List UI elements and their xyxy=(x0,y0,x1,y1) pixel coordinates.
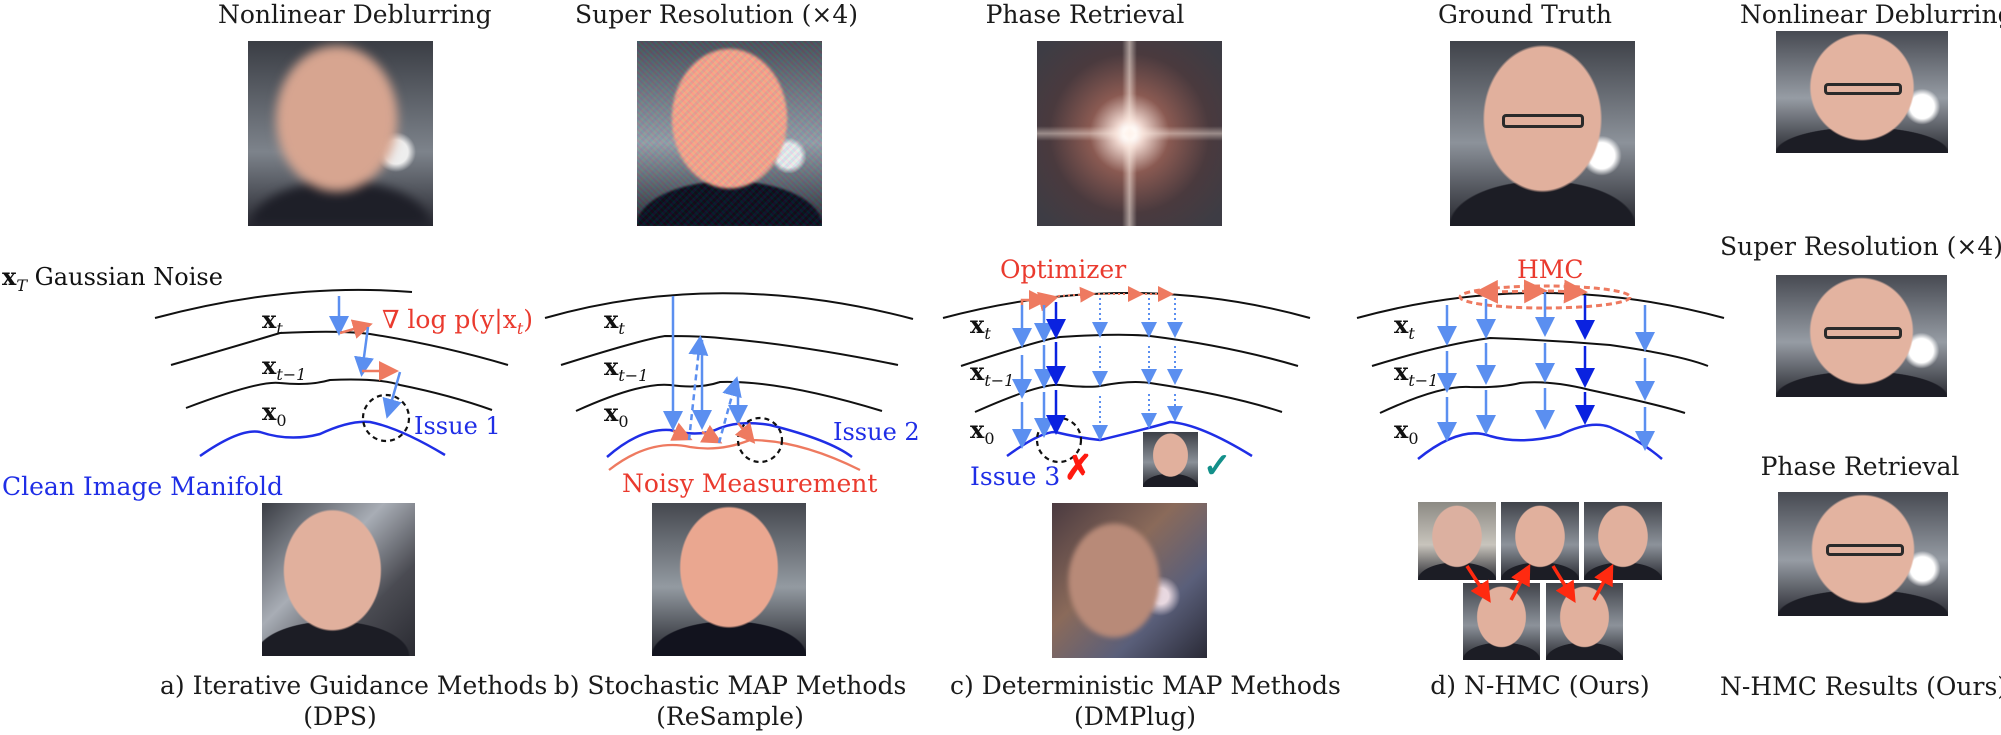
title-e-super-resolution: Super Resolution (×4) xyxy=(1720,232,2001,261)
phase-retrieval-measurement xyxy=(1037,41,1222,226)
label-gradient-log-likelihood: ∇ log p(y|xt) xyxy=(382,305,534,338)
label-xT-gaussian-noise: xT Gaussian Noise xyxy=(2,262,223,295)
title-b-super-resolution: Super Resolution (×4) xyxy=(575,0,859,29)
title-c-phase-retrieval: Phase Retrieval xyxy=(985,0,1185,29)
label-x0-b: x0 xyxy=(604,398,629,431)
label-x0-a: x0 xyxy=(262,397,287,430)
label-xt1-b: xt−1 xyxy=(604,352,649,385)
panel-b-diagram xyxy=(544,292,914,472)
label-x0-c: x0 xyxy=(970,415,995,448)
result-image-dmplug xyxy=(1052,503,1207,658)
caption-b: b) Stochastic MAP Methods (ReSample) xyxy=(553,671,907,731)
cross-mark-icon: ✗ xyxy=(1064,448,1093,488)
result-image-resample xyxy=(652,503,806,656)
ground-truth-image xyxy=(1450,41,1635,226)
degraded-image-deblurring xyxy=(248,41,433,226)
label-x0-d: x0 xyxy=(1394,415,1419,448)
caption-nhmc-results: N-HMC Results (Ours) xyxy=(1720,672,2001,701)
label-xt1-a: xt−1 xyxy=(262,351,307,384)
label-issue-2: Issue 2 xyxy=(833,418,920,446)
title-e-nonlinear-deblurring: Nonlinear Deblurring xyxy=(1740,0,2001,29)
caption-a: a) Iterative Guidance Methods (DPS) xyxy=(160,671,548,731)
label-optimizer: Optimizer xyxy=(1000,255,1127,284)
good-sample-thumbnail xyxy=(1143,432,1198,487)
label-xt-c: xt xyxy=(970,310,991,343)
title-d-ground-truth: Ground Truth xyxy=(1438,0,1612,29)
caption-d: d) N-HMC (Ours) xyxy=(1430,671,1650,700)
hmc-sample-2 xyxy=(1501,502,1579,580)
label-clean-image-manifold: Clean Image Manifold xyxy=(2,472,284,501)
label-xt-d: xt xyxy=(1394,310,1415,343)
result-image-super-resolution xyxy=(1776,275,1947,397)
label-hmc: HMC xyxy=(1517,255,1584,284)
check-mark-icon: ✓ xyxy=(1203,446,1232,486)
label-xt1-c: xt−1 xyxy=(970,357,1015,390)
panel-a-diagram xyxy=(154,288,509,458)
result-image-deblurring xyxy=(1776,31,1948,153)
panel-c-diagram xyxy=(942,286,1311,464)
title-a-nonlinear-deblurring: Nonlinear Deblurring xyxy=(218,0,492,29)
hmc-sample-1 xyxy=(1418,502,1496,580)
panel-d-diagram xyxy=(1356,279,1725,460)
label-xt-a: xt xyxy=(262,305,283,338)
label-issue-3: Issue 3 xyxy=(970,462,1061,491)
result-image-phase-retrieval xyxy=(1778,492,1948,616)
degraded-image-super-resolution xyxy=(637,41,822,226)
title-e-phase-retrieval: Phase Retrieval xyxy=(1760,452,1960,481)
result-image-dps xyxy=(262,503,415,656)
label-issue-1: Issue 1 xyxy=(414,412,501,440)
caption-c: c) Deterministic MAP Methods (DMPlug) xyxy=(950,671,1341,731)
label-xt1-d: xt−1 xyxy=(1394,357,1439,390)
label-noisy-measurement: Noisy Measurement xyxy=(622,469,878,498)
label-xt-b: xt xyxy=(604,305,625,338)
